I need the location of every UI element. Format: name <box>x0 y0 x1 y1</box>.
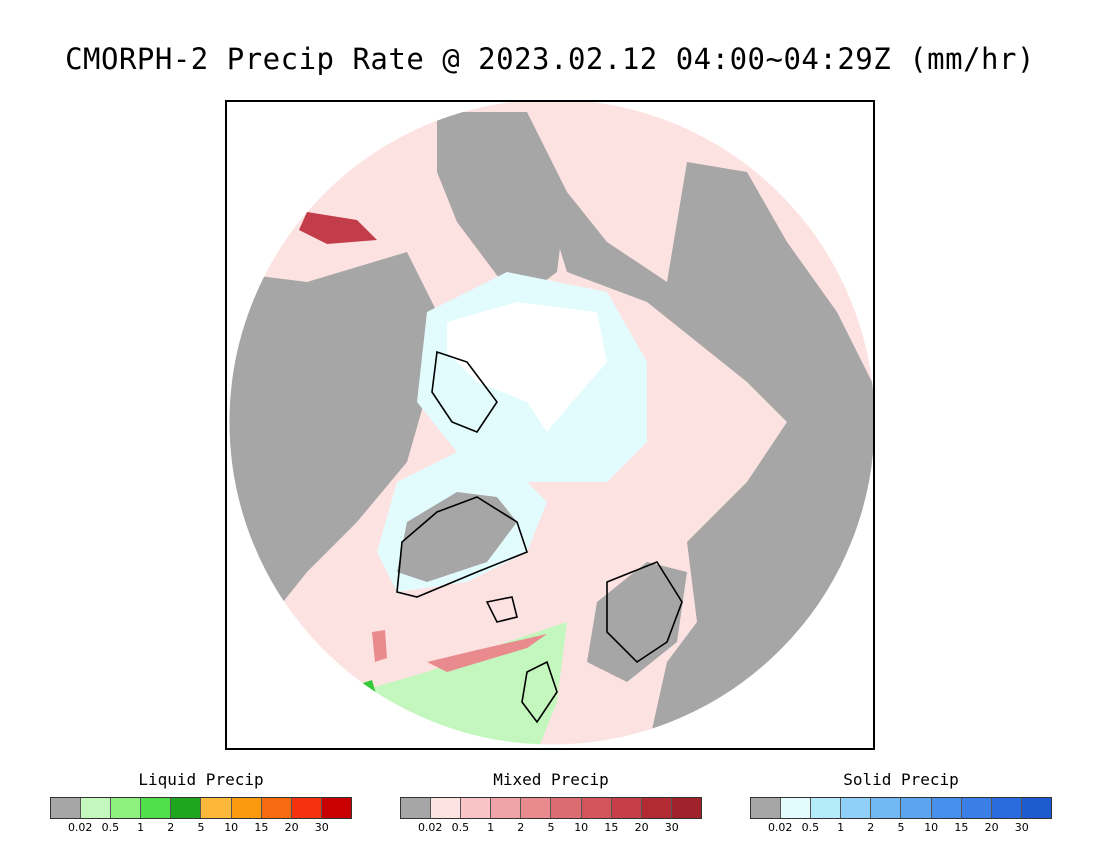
legend-liquid-ticks: 0.02 0.5 1 2 5 10 15 20 30 <box>50 821 352 835</box>
legend-solid-tick: 20 <box>984 821 999 834</box>
legend-solid-title: Solid Precip <box>843 770 959 789</box>
legend-solid-swatch <box>1021 798 1051 818</box>
legend-mixed-swatch <box>641 798 672 818</box>
legend-mixed-swatch <box>401 798 432 818</box>
legend-solid-colorbar <box>750 797 1052 819</box>
legend-mixed-swatch <box>671 798 701 818</box>
legend-liquid-tick: 1 <box>137 821 145 834</box>
legend-liquid-swatch <box>111 798 142 818</box>
legend-liquid-tick: 20 <box>284 821 299 834</box>
legend-mixed-swatch <box>491 798 522 818</box>
legend-mixed-swatch <box>551 798 582 818</box>
legend-liquid-swatch <box>51 798 82 818</box>
legend-solid-tick: 5 <box>897 821 905 834</box>
legend-solid-swatch <box>841 798 872 818</box>
legend-liquid-tick: 2 <box>167 821 175 834</box>
legend-mixed-ticks: 0.02 0.5 1 2 5 10 15 20 30 <box>400 821 702 835</box>
legend-solid-ticks: 0.02 0.5 1 2 5 10 15 20 30 <box>750 821 1052 835</box>
legend-mixed-title: Mixed Precip <box>493 770 609 789</box>
legend-liquid-colorbar <box>50 797 352 819</box>
legend-mixed: Mixed Precip 0.02 0.5 1 2 5 10 15 20 30 <box>400 770 702 835</box>
legend-mixed-swatch <box>431 798 462 818</box>
scandinavia-no-precip <box>587 562 687 682</box>
legend-solid-swatch <box>931 798 962 818</box>
legend-liquid-tick: 15 <box>254 821 269 834</box>
legend-liquid: Liquid Precip 0.02 0.5 1 2 5 10 15 20 30 <box>50 770 352 835</box>
legend-mixed-colorbar <box>400 797 702 819</box>
legend-solid-tick: 0.02 <box>767 821 793 834</box>
north-america-no-precip <box>229 252 437 622</box>
legend-mixed-swatch <box>581 798 612 818</box>
legend-liquid-title: Liquid Precip <box>138 770 264 789</box>
legend-solid-swatch <box>871 798 902 818</box>
legend-liquid-swatch <box>171 798 202 818</box>
legend-liquid-swatch <box>141 798 172 818</box>
legend-mixed-tick: 20 <box>634 821 649 834</box>
legend-mixed-tick: 15 <box>604 821 619 834</box>
legend-solid-swatch <box>991 798 1022 818</box>
legend-mixed-tick: 30 <box>664 821 679 834</box>
legend-mixed-tick: 0.02 <box>417 821 443 834</box>
legend-liquid-swatch <box>201 798 232 818</box>
legend-solid-swatch <box>811 798 842 818</box>
legend-mixed-tick: 10 <box>574 821 589 834</box>
legend-liquid-swatch <box>291 798 322 818</box>
eurasia-no-precip <box>527 142 873 745</box>
legend-mixed-tick: 1 <box>487 821 495 834</box>
mixed-precip-heavy <box>299 212 377 244</box>
map-title: CMORPH-2 Precip Rate @ 2023.02.12 04:00~… <box>65 42 1035 76</box>
legend-liquid-swatch <box>261 798 292 818</box>
map-frame <box>225 100 875 750</box>
legend-liquid-swatch <box>321 798 351 818</box>
legend-liquid-tick: 0.02 <box>67 821 93 834</box>
legend-mixed-tick: 0.5 <box>451 821 470 834</box>
legend-liquid-tick: 30 <box>314 821 329 834</box>
siberia-no-precip <box>437 112 567 302</box>
arctic-ice <box>447 302 607 432</box>
legend-liquid-tick: 10 <box>224 821 239 834</box>
legend-mixed-swatch <box>611 798 642 818</box>
legend-solid-swatch <box>961 798 992 818</box>
legend-solid-swatch <box>901 798 932 818</box>
legend-solid-tick: 0.5 <box>801 821 820 834</box>
legend-solid-tick: 2 <box>867 821 875 834</box>
legend-solid-swatch <box>781 798 812 818</box>
legend-solid-tick: 10 <box>924 821 939 834</box>
legend-liquid-tick: 5 <box>197 821 205 834</box>
legend-solid-tick: 15 <box>954 821 969 834</box>
legend-mixed-tick: 2 <box>517 821 525 834</box>
legend-solid-tick: 1 <box>837 821 845 834</box>
legend-mixed-swatch <box>461 798 492 818</box>
legend-mixed-tick: 5 <box>547 821 555 834</box>
legend-liquid-swatch <box>81 798 112 818</box>
legend-solid-tick: 30 <box>1014 821 1029 834</box>
coastline <box>396 350 683 724</box>
legend-mixed-swatch <box>521 798 552 818</box>
legend-liquid-swatch <box>231 798 262 818</box>
legend-solid-swatch <box>751 798 782 818</box>
legend-solid: Solid Precip 0.02 0.5 1 2 5 10 15 20 30 <box>750 770 1052 835</box>
legend-liquid-tick: 0.5 <box>101 821 120 834</box>
precip-map <box>228 102 873 746</box>
greenland-interior <box>397 492 517 582</box>
